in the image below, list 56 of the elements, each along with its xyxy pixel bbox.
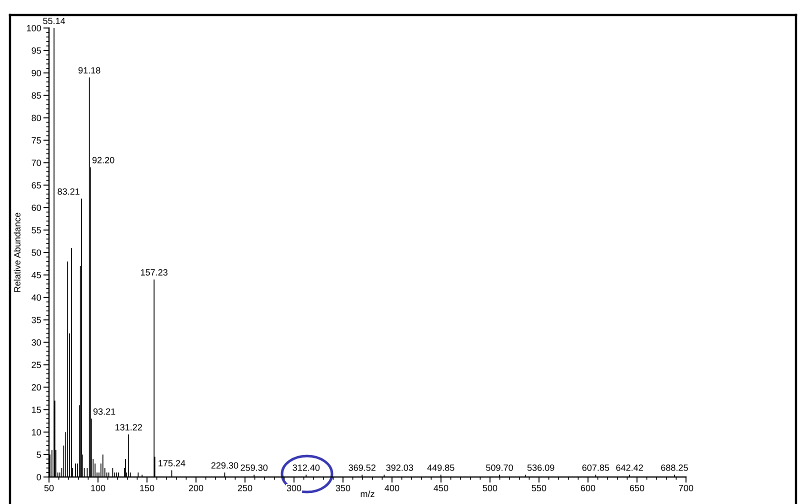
y-axis-title: Relative Abundance	[14, 212, 20, 292]
y-tick-label: 75	[32, 137, 41, 144]
y-tick-label: 70	[32, 160, 42, 166]
x-tick-label: 300	[286, 484, 302, 492]
x-tick-label: 500	[482, 484, 498, 492]
x-tick-label: 600	[580, 484, 596, 492]
annotation: 369.52	[348, 464, 376, 471]
annotation: 175.24	[158, 460, 186, 466]
x-tick-label: 650	[630, 484, 644, 492]
annotation: 91.18	[78, 67, 100, 74]
y-tick-label: 95	[32, 47, 41, 54]
annotation: 83.21	[58, 188, 80, 195]
y-tick-label: 40	[32, 294, 42, 301]
y-tick-label: 5	[36, 452, 41, 458]
annotation: 449.85	[427, 464, 454, 471]
y-tick-label: 45	[32, 272, 41, 278]
annotation: 607.85	[582, 464, 610, 471]
y-tick-label: 10	[32, 429, 42, 436]
y-tick-label: 80	[32, 114, 42, 122]
y-tick-label: 0	[36, 474, 42, 480]
x-tick-label: 400	[384, 484, 400, 492]
annotation: 55.14	[43, 18, 66, 24]
x-tick-label: 100	[91, 484, 106, 492]
x-tick-label: 700	[678, 484, 694, 492]
annotation: 229.30	[211, 462, 238, 469]
x-tick-label: 350	[336, 484, 350, 492]
annotation: 688.25	[661, 464, 688, 471]
annotation: 642.42	[616, 464, 643, 471]
annotation: 509.70	[486, 464, 513, 471]
annotation: 312.40	[292, 464, 320, 471]
y-tick-label: 60	[32, 204, 42, 211]
y-tick-label: 90	[32, 70, 42, 76]
y-tick-label: 85	[32, 92, 41, 99]
y-tick-label: 100	[26, 24, 42, 32]
x-tick-label: 200	[188, 484, 204, 492]
y-tick-label: 30	[32, 339, 42, 346]
annotation: 392.03	[386, 464, 414, 471]
y-tick-label: 15	[32, 406, 41, 414]
y-tick-label: 50	[32, 249, 42, 256]
annotation: 536.09	[527, 464, 554, 471]
annotation: 93.21	[93, 408, 116, 415]
y-tick-label: 20	[32, 384, 42, 391]
x-tick-label: 50	[44, 484, 54, 492]
annotation: 131.22	[115, 424, 142, 430]
x-tick-label: 250	[238, 484, 252, 492]
y-tick-label: 55	[32, 227, 41, 234]
x-tick-label: 150	[140, 484, 154, 492]
y-tick-label: 35	[32, 316, 41, 324]
y-tick-label: 25	[32, 362, 41, 368]
annotation: 92.20	[92, 156, 114, 164]
x-tick-label: 450	[434, 484, 448, 492]
x-tick-label: 550	[532, 484, 546, 492]
y-tick-label: 65	[32, 182, 41, 189]
x-axis-title: m/z	[360, 490, 374, 498]
annotation: 259.30	[240, 464, 268, 471]
annotation: 157.23	[140, 269, 168, 276]
